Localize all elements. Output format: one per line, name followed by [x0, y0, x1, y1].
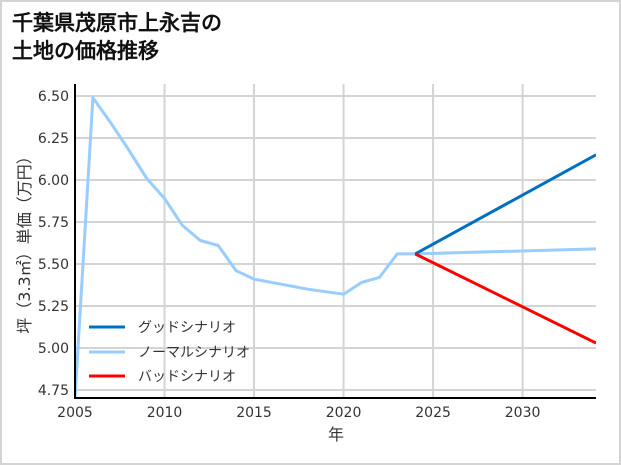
data-series: [75, 96, 596, 398]
series-line-2: [414, 252, 596, 345]
chart-title-line-1: 千葉県茂原市上永吉の: [12, 11, 222, 35]
legend-label: ノーマルシナリオ: [138, 345, 250, 361]
y-tick-label: 6.50: [38, 89, 69, 105]
y-tick-label: 5.00: [38, 341, 69, 357]
y-tick-label: 6.25: [38, 131, 69, 147]
y-tick-label: 4.75: [38, 383, 69, 399]
x-tick-label: 2005: [57, 405, 93, 421]
series-line-0: [414, 153, 596, 256]
y-tick-label: 5.75: [38, 215, 69, 231]
chart-title: 千葉県茂原市上永吉の 土地の価格推移: [12, 9, 222, 65]
x-tick-label: 2020: [326, 405, 362, 421]
x-tick-label: 2010: [147, 405, 183, 421]
legend-label: グッドシナリオ: [138, 320, 236, 336]
legend-label: バッドシナリオ: [138, 369, 236, 385]
x-axis-ticks: 2005 2010 2015 2020 2025 2030: [57, 405, 540, 421]
x-axis-label: 年: [328, 425, 344, 444]
y-axis-label: 坪（3.3㎡）単価（万円）: [15, 148, 34, 333]
y-tick-label: 5.50: [38, 257, 69, 273]
grid-lines: [74, 84, 596, 398]
axes: [74, 84, 596, 399]
y-tick-label: 5.25: [38, 299, 69, 315]
y-axis-ticks: 4.75 5.00 5.25 5.50 5.75 6.00 6.25 6.50: [38, 89, 69, 399]
x-tick-label: 2030: [505, 405, 541, 421]
y-tick-label: 6.00: [38, 173, 69, 189]
x-tick-label: 2025: [415, 405, 451, 421]
x-tick-label: 2015: [236, 405, 272, 421]
series-line-1: [75, 96, 596, 398]
chart-title-line-2: 土地の価格推移: [12, 39, 159, 63]
